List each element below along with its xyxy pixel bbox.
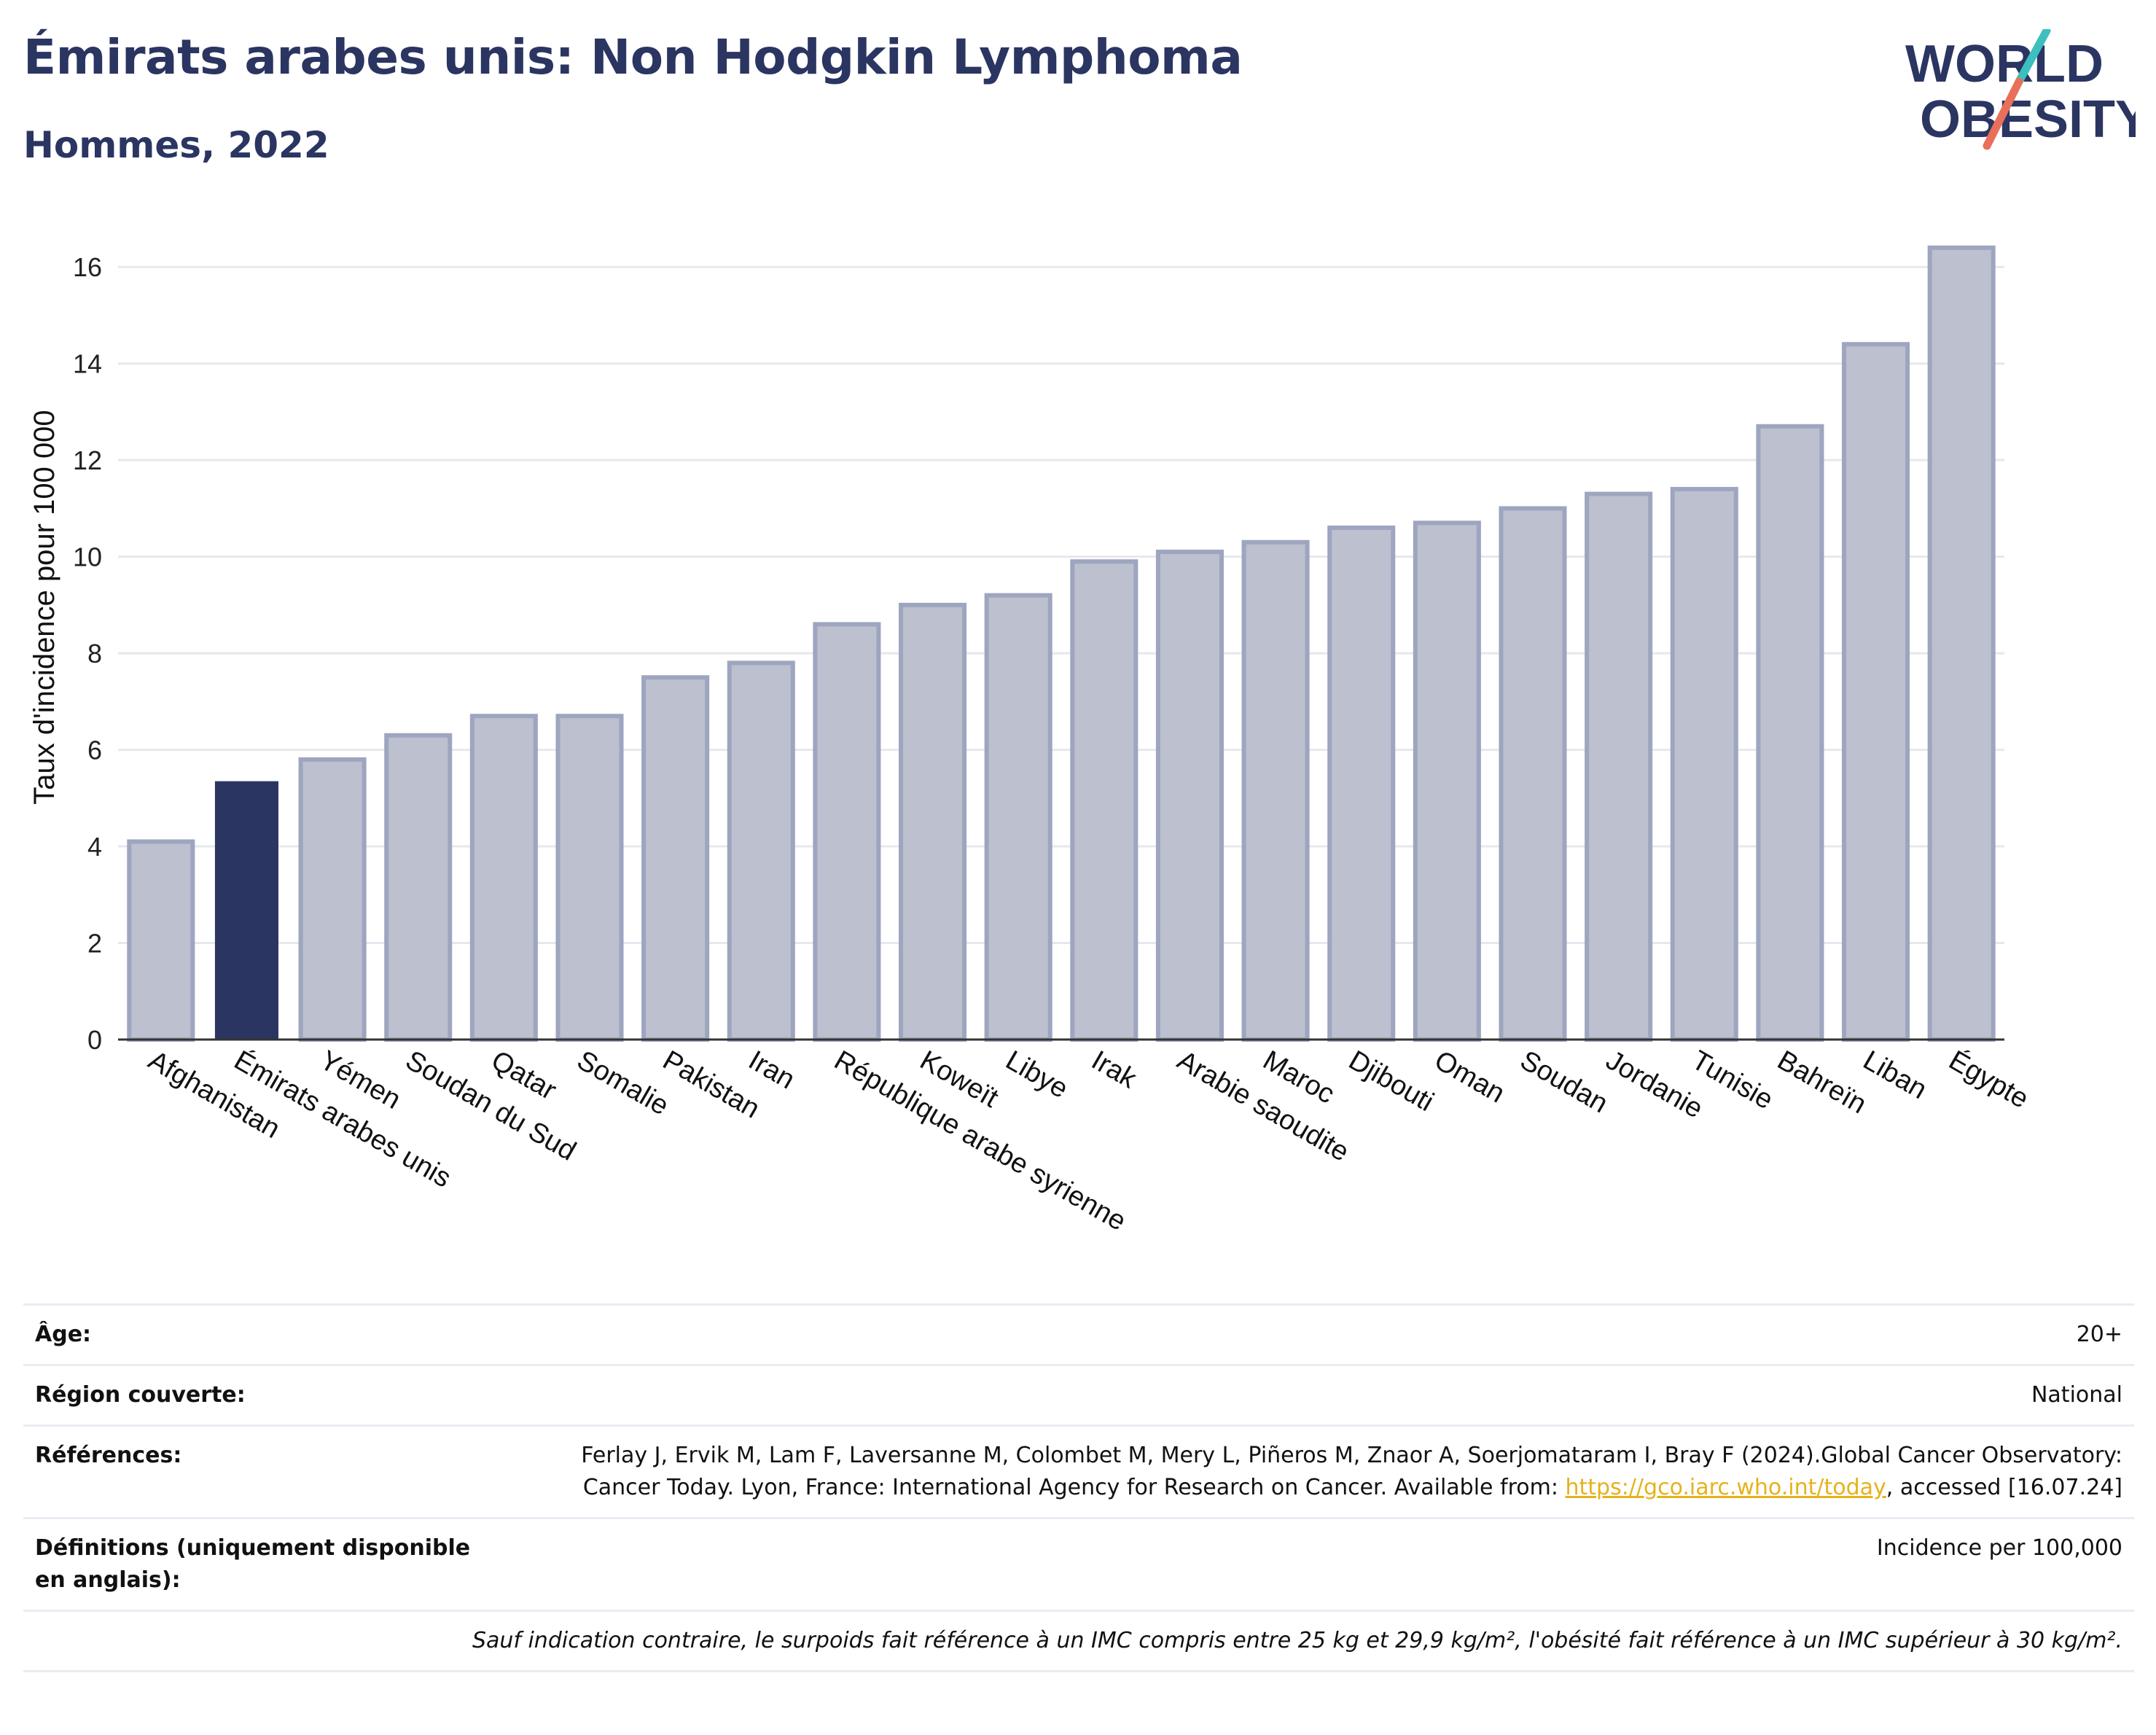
info-table: Âge: 20+ Région couverte: National Référ… [23, 1303, 2134, 1672]
y-tick-label: 8 [87, 639, 102, 668]
age-value: 20+ [513, 1303, 2134, 1366]
bar-13 [1241, 539, 1310, 1042]
definitions-value: Incidence per 100,000 [513, 1517, 2134, 1612]
references-accessed: , accessed [16.07.24] [1886, 1475, 2122, 1500]
y-axis-title: Taux d'incidence pour 100 000 [28, 410, 60, 804]
definitions-label: Définitions (uniquement disponible en an… [23, 1517, 513, 1612]
bar-5 [555, 714, 624, 1042]
bar-7 [727, 660, 795, 1042]
age-label: Âge: [23, 1303, 513, 1366]
y-tick-label: 0 [87, 1025, 102, 1055]
y-tick-label: 10 [73, 542, 102, 572]
x-tick-label: Bahreïn [1772, 1045, 1871, 1120]
bar-1 [214, 781, 278, 1040]
y-axis-ticks: 0 2 4 6 8 10 12 14 16 [73, 252, 102, 1055]
info-row-references: Références: Ferlay J, Ervik M, Lam F, La… [23, 1424, 2134, 1519]
references-label: Références: [23, 1424, 513, 1519]
logo-word-obesity: OBESITY [1920, 90, 2136, 149]
x-tick-label: Somalie [572, 1045, 674, 1121]
bar-18 [1670, 486, 1738, 1042]
bar-6 [641, 675, 710, 1042]
y-tick-label: 4 [87, 832, 102, 862]
logo-word-world: WORLD [1905, 35, 2104, 93]
bar-19 [1756, 424, 1824, 1042]
bar-12 [1155, 550, 1224, 1042]
bar-4 [469, 714, 538, 1042]
bar-8 [813, 622, 881, 1042]
references-link[interactable]: https://gco.iarc.who.int/today [1565, 1475, 1886, 1500]
region-value: National [513, 1364, 2134, 1427]
y-tick-label: 2 [87, 929, 102, 959]
y-tick-label: 16 [73, 252, 102, 282]
logo-slash-teal [2015, 29, 2051, 86]
references-value: Ferlay J, Ervik M, Lam F, Laversanne M, … [513, 1424, 2134, 1519]
references-text: Ferlay J, Ervik M, Lam F, Laversanne M, … [581, 1443, 2122, 1500]
info-row-footnote: Sauf indication contraire, le surpoids f… [23, 1610, 2134, 1672]
logo-slash-coral [1983, 77, 2023, 150]
world-obesity-logo: WORLD OBESITY [1905, 29, 2136, 150]
x-tick-label: Pakistan [657, 1045, 765, 1124]
region-label: Région couverte: [23, 1364, 513, 1427]
y-tick-label: 14 [73, 349, 102, 379]
bar-15 [1413, 520, 1481, 1042]
x-tick-label: Oman [1429, 1045, 1510, 1109]
bar-0 [127, 839, 195, 1042]
y-tick-label: 12 [73, 445, 102, 475]
bar-17 [1585, 491, 1653, 1042]
chart-subtitle: Hommes, 2022 [23, 124, 329, 166]
bar-3 [384, 733, 453, 1042]
bar-16 [1499, 506, 1567, 1042]
info-row-region: Région couverte: National [23, 1364, 2134, 1427]
bar-10 [984, 593, 1052, 1042]
x-tick-label: Jordanie [1601, 1045, 1708, 1124]
y-tick-label: 6 [87, 736, 102, 765]
bars [127, 245, 1996, 1042]
footnote-text: Sauf indication contraire, le surpoids f… [23, 1610, 2134, 1672]
bar-21 [1927, 245, 1996, 1042]
x-tick-label: Irak [1086, 1045, 1142, 1095]
x-tick-label: Soudan [1515, 1045, 1613, 1119]
chart-title: Émirats arabes unis: Non Hodgkin Lymphom… [23, 29, 1243, 85]
x-tick-label: Iran [743, 1045, 800, 1095]
bar-20 [1842, 342, 1910, 1042]
bar-9 [899, 602, 967, 1042]
bar-11 [1070, 559, 1138, 1042]
info-row-definitions: Définitions (uniquement disponible en an… [23, 1517, 2134, 1612]
x-tick-label: Égypte [1944, 1045, 2034, 1115]
x-tick-label: Libye [1001, 1045, 1074, 1104]
bar-2 [298, 757, 367, 1042]
info-row-age: Âge: 20+ [23, 1303, 2134, 1366]
bar-14 [1327, 525, 1396, 1042]
x-tick-label: Djibouti [1343, 1045, 1439, 1118]
